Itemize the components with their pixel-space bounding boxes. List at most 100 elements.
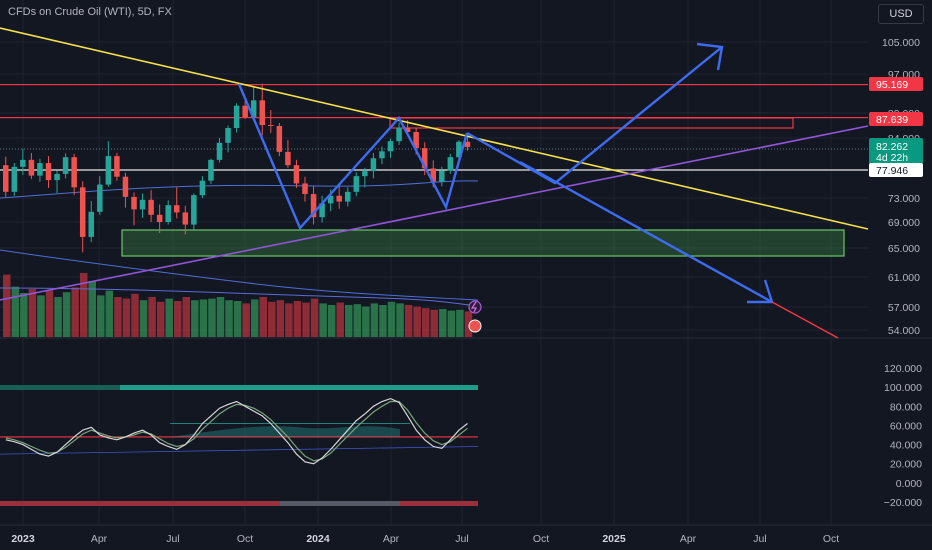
uptrend-line <box>0 125 869 301</box>
candle-body <box>182 212 189 225</box>
resistance-zone <box>389 117 794 129</box>
time-tick-label: Apr <box>680 533 697 545</box>
volume-bar <box>71 287 79 337</box>
volume-bar <box>268 301 276 337</box>
volume-bar <box>242 303 250 337</box>
volume-bar <box>327 305 336 337</box>
volume-bar <box>302 302 310 337</box>
volume-bar <box>396 303 404 337</box>
bar-countdown: 4d 22h <box>876 152 908 164</box>
candle-body <box>310 194 317 218</box>
currency-button[interactable]: USD <box>878 4 924 24</box>
time-tick-label: 2024 <box>306 533 330 545</box>
volume-bar <box>285 303 293 337</box>
oscillator-pane <box>0 385 479 506</box>
time-tick-label: Jul <box>455 533 468 545</box>
bearish-scenario-arrow <box>519 160 773 304</box>
candle-body <box>413 132 419 149</box>
candle-body <box>37 163 43 176</box>
price-tick-label: 73.000 <box>888 193 920 205</box>
candle-body <box>447 157 454 171</box>
support-zone <box>121 229 845 257</box>
oscillator-band-top-dark <box>0 385 120 390</box>
lightning-glyph-icon <box>470 301 477 313</box>
candle-body <box>353 176 360 192</box>
candle-body <box>242 105 248 117</box>
price-tick-label: 61.000 <box>888 272 920 284</box>
candle-body <box>421 148 428 169</box>
candle-body <box>233 105 240 128</box>
volume-bar <box>250 299 259 337</box>
volume-bar <box>225 300 233 337</box>
long-ma-line <box>0 249 479 301</box>
volume-bar <box>370 303 379 337</box>
pattern-path <box>237 83 469 231</box>
candle-body <box>54 173 60 181</box>
volume-bar <box>387 301 396 337</box>
volume-bar <box>310 298 319 337</box>
us-flag-event-icon <box>468 319 482 333</box>
candle-body <box>11 166 18 192</box>
time-tick-label: Apr <box>91 533 108 545</box>
lightning-event-icon <box>468 300 482 314</box>
price-candles <box>3 83 471 253</box>
time-tick-label: Jul <box>753 533 766 545</box>
time-tick-label: Oct <box>823 533 839 545</box>
oscillator-slow-line <box>5 400 468 462</box>
candle-body <box>131 196 137 210</box>
oscillator-tick-label: 20.000 <box>890 459 922 471</box>
volume-bar <box>430 309 438 337</box>
volume-bar <box>276 300 285 337</box>
candle-body <box>88 211 94 237</box>
time-tick-label: 2025 <box>602 533 626 545</box>
oscillator-axis[interactable]: 120.000 100.000 80.000 60.000 40.000 20.000 0.… <box>884 363 922 509</box>
time-axis[interactable]: 2023 Apr Jul Oct 2024 Apr Jul Oct 2025 Apr Jul Oct <box>11 533 839 545</box>
price-tag-box <box>869 163 923 177</box>
last-price-value: 82.262 <box>876 141 908 153</box>
price-tick-label: 65.000 <box>888 243 920 255</box>
candle-body <box>208 159 214 181</box>
time-tick-label: Oct <box>237 533 253 545</box>
candle-body <box>293 165 300 184</box>
volume-bar <box>165 298 173 337</box>
candle-body <box>148 199 154 215</box>
candle-body <box>174 205 180 213</box>
oscillator-band-bottom <box>0 501 478 506</box>
candle-body <box>97 184 103 212</box>
candle-body <box>20 159 26 167</box>
price-tag-box <box>869 112 923 126</box>
volume-bar <box>421 308 430 337</box>
candle-body <box>45 163 52 181</box>
candle-body <box>370 158 377 172</box>
volume-bar <box>114 297 122 337</box>
candle-body <box>191 195 197 225</box>
oscillator-tick-label: 0.000 <box>896 478 922 490</box>
volume-bar <box>148 297 156 337</box>
volume-ma-line <box>0 287 479 307</box>
candle-body <box>199 180 206 196</box>
symbol-title[interactable]: CFDs on Crude Oil (WTI), 5D, FX <box>8 6 172 18</box>
candle-body <box>464 141 471 148</box>
volume-bar <box>319 303 327 337</box>
candle-body <box>139 199 146 210</box>
volume-bar <box>105 290 114 337</box>
candle-body <box>28 159 35 176</box>
volume-bar <box>464 311 473 337</box>
price-tick-label: 105.000 <box>882 37 920 49</box>
candle-body <box>285 151 291 166</box>
candle-body <box>259 100 265 125</box>
candle-body <box>268 125 274 126</box>
downtrend-line <box>0 27 869 230</box>
volume-bar <box>11 286 20 337</box>
oscillator-fill <box>170 426 400 437</box>
volume-bar <box>3 274 11 337</box>
oscillator-fast-line <box>5 397 468 465</box>
volume-bar <box>28 289 37 337</box>
volume-bar <box>345 305 353 337</box>
volume-bar <box>37 295 45 337</box>
volume-bar <box>447 310 456 337</box>
time-tick-label: 2023 <box>11 533 35 545</box>
candle-body <box>327 195 334 204</box>
candle-body <box>105 156 112 185</box>
